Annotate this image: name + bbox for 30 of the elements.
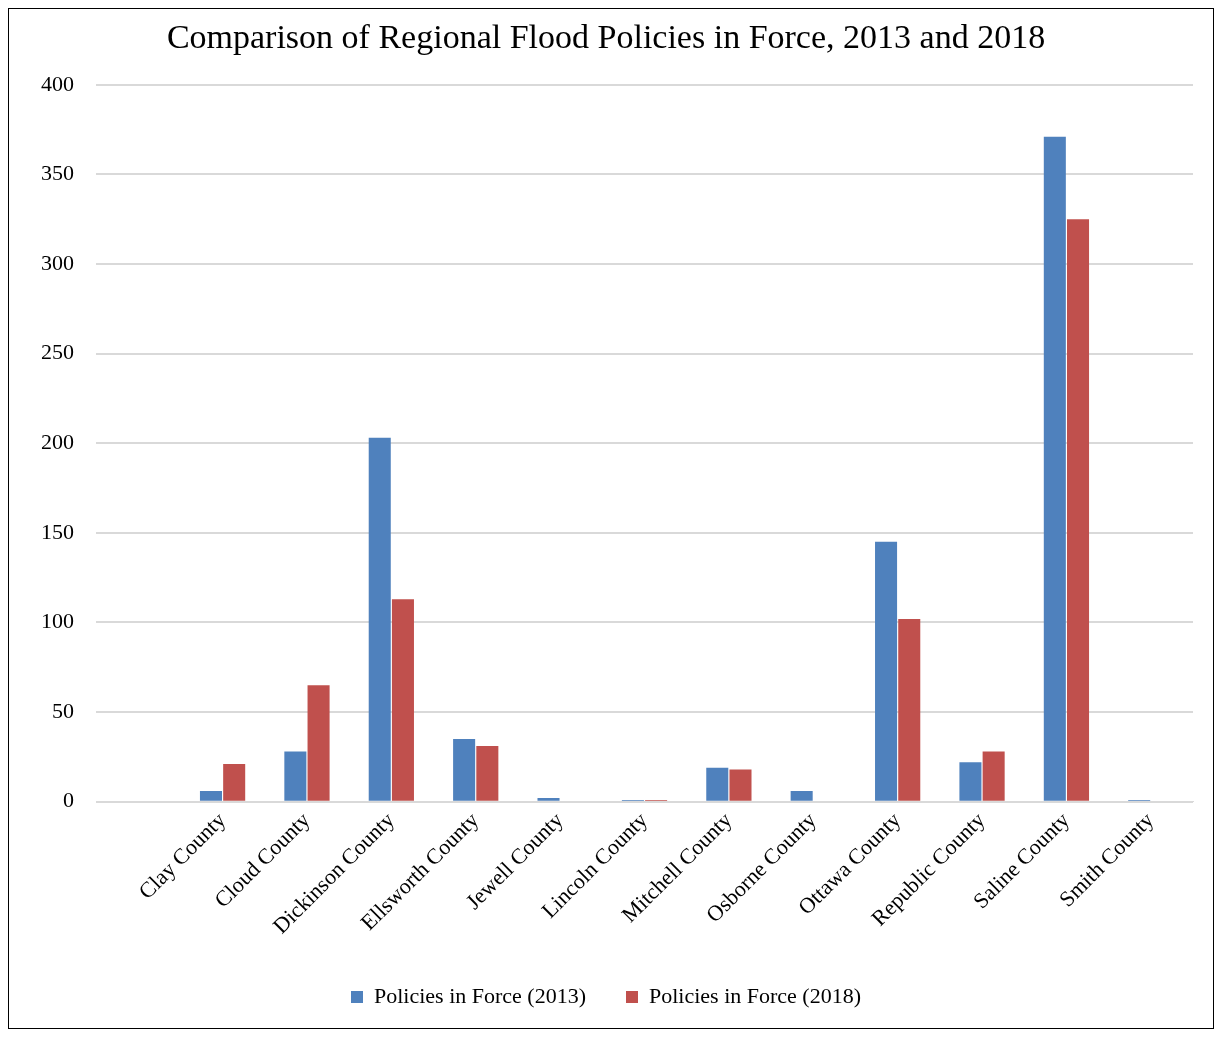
- bar: [1043, 136, 1066, 801]
- bar: [982, 751, 1005, 801]
- bar: [875, 541, 898, 801]
- bar: [284, 751, 307, 801]
- bar: [391, 599, 414, 801]
- y-tick-label: 300: [41, 249, 74, 275]
- bar: [223, 764, 246, 801]
- bar: [307, 685, 330, 801]
- bar: [959, 762, 982, 801]
- bar: [537, 798, 560, 801]
- bar: [790, 790, 813, 801]
- bar: [1067, 219, 1090, 801]
- y-tick-label: 100: [41, 608, 74, 634]
- bar: [729, 769, 752, 801]
- legend-label: Policies in Force (2013): [373, 982, 587, 1008]
- y-tick-label: 400: [41, 70, 74, 96]
- bar: [368, 437, 391, 801]
- bar: [706, 767, 729, 801]
- bar: [898, 618, 921, 801]
- chart-title: Comparison of Regional Flood Policies in Force, 2013 and 2018: [166, 18, 1046, 56]
- y-tick-label: 50: [52, 697, 74, 723]
- bar: [476, 746, 499, 801]
- legend-label: Policies in Force (2018): [649, 982, 862, 1008]
- y-tick-label: 150: [41, 518, 74, 544]
- y-tick-label: 0: [63, 787, 74, 813]
- bar: [453, 738, 476, 801]
- y-tick-label: 200: [41, 429, 74, 455]
- y-tick-label: 250: [41, 339, 74, 365]
- bar: [199, 790, 222, 801]
- y-tick-label: 350: [41, 160, 74, 186]
